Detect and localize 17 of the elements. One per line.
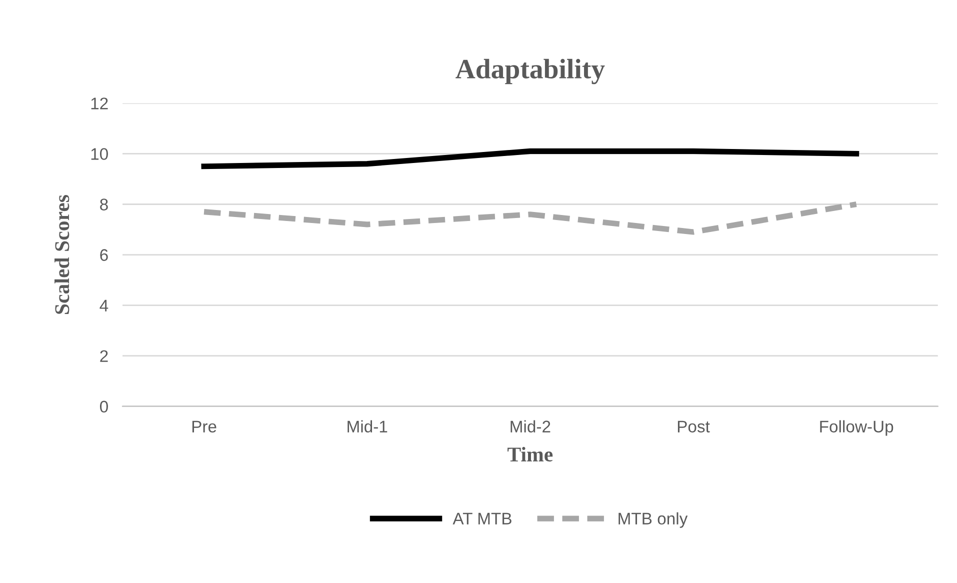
- x-tick-label: Mid-1: [348, 420, 388, 432]
- x-tick-label: Follow-Up: [820, 420, 894, 436]
- y-tick-label: 4: [100, 300, 108, 312]
- y-tick-label: 6: [100, 249, 108, 261]
- y-axis-title: Scaled Scores: [54, 195, 70, 314]
- x-tick-label: Pre: [192, 420, 216, 432]
- y-tick-label: 2: [100, 350, 108, 362]
- x-axis-title: Time: [508, 446, 553, 462]
- chart-title: Adaptability: [456, 58, 605, 84]
- legend-label: AT MTB: [452, 512, 512, 524]
- x-tick-label: Post: [678, 420, 710, 432]
- y-tick-label: 12: [91, 98, 108, 110]
- y-tick-label: 10: [91, 148, 108, 160]
- legend-label: MTB only: [618, 512, 688, 528]
- x-tick-label: Mid-2: [510, 420, 550, 432]
- y-tick-label: 8: [100, 198, 108, 210]
- y-tick-label: 0: [100, 400, 108, 413]
